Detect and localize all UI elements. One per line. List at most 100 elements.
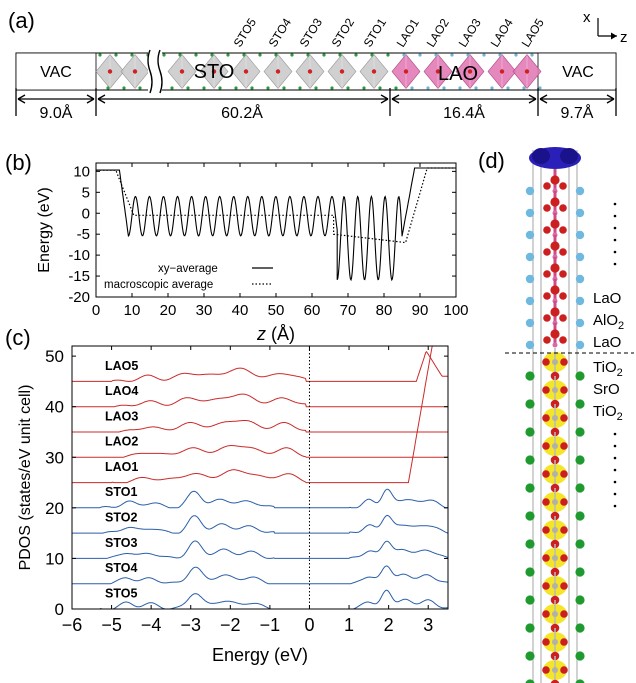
series-sto5 <box>72 589 448 609</box>
a-site-atom <box>458 86 462 90</box>
a-site-atom <box>282 86 286 90</box>
la-atom <box>525 296 535 306</box>
la-atom <box>575 186 585 196</box>
layer-labels: STO5 STO4 STO3 STO2 STO1 LAO1 LAO2 LAO3 … <box>231 15 547 49</box>
a-site-atom <box>418 53 422 57</box>
a-site-atom <box>314 86 318 90</box>
o-atom <box>559 336 567 344</box>
a-site-atom <box>130 53 134 57</box>
a-site-atom <box>122 86 126 90</box>
o-atom <box>559 182 567 190</box>
ti-atom <box>552 471 558 477</box>
b-xtick-label: 100 <box>443 302 468 319</box>
a-site-atom <box>426 86 430 90</box>
thickness-vac-left: 9.0Å <box>40 103 73 122</box>
plot-b: 0 10 20 30 40 50 60 70 80 90 100 -20 -15 -10 -5 0 5 10 Ene… <box>36 162 469 344</box>
ti-atom <box>552 359 558 365</box>
ti-atom <box>552 387 558 393</box>
a-site-atom <box>530 53 534 57</box>
sr-atom <box>575 679 585 683</box>
series-sto2 <box>72 514 448 534</box>
layer-label-d-1: AlO2 <box>593 312 624 332</box>
b-ytick-label: -15 <box>68 268 90 285</box>
a-site-atom <box>362 86 366 90</box>
series-lao2 <box>72 445 448 458</box>
o-atom <box>542 554 550 562</box>
a-site-atom <box>202 86 206 90</box>
o-atom <box>542 358 550 366</box>
layer-label-sto5: STO5 <box>231 15 260 49</box>
a-site-atom <box>442 86 446 90</box>
layer-label-lao4: LAO4 <box>488 16 516 50</box>
b-site-atom <box>435 69 441 74</box>
series-label-sto3: STO3 <box>105 536 137 550</box>
a-site-atom <box>394 86 398 90</box>
axis-x-label: x <box>583 9 591 26</box>
b-ylabel: Energy (eV) <box>36 187 53 272</box>
c-xtick-label: 3 <box>423 615 433 635</box>
a-site-atom <box>338 53 342 57</box>
ti-atom <box>552 583 558 589</box>
o-atom <box>550 219 560 229</box>
ellipsis-dots <box>613 202 617 508</box>
o-atom <box>542 610 550 618</box>
panel-c: (c) STO5 STO4 STO3 STO2 STO1 LAO1 LAO2 LAO3 LAO4… <box>5 325 449 665</box>
ti-atom <box>552 639 558 645</box>
c-xtick-label: −3 <box>180 615 201 635</box>
o-atom <box>559 226 567 234</box>
a-site-atom <box>466 53 470 57</box>
b-ytick-label: -20 <box>68 289 90 306</box>
o-atom <box>550 175 560 185</box>
a-site-atom <box>386 53 390 57</box>
series-lao4 <box>72 393 448 408</box>
o-atom <box>560 526 568 534</box>
series-lao1 <box>72 346 448 484</box>
layer-label-d-5: TiO2 <box>593 403 623 423</box>
o-atom <box>550 263 560 273</box>
sr-atom <box>575 371 585 381</box>
b-ytick-label: -10 <box>68 247 90 264</box>
c-xtick-label: 0 <box>304 615 314 635</box>
series-label-lao5: LAO5 <box>105 359 138 373</box>
b-xtick-label: 80 <box>376 302 393 319</box>
a-site-atom <box>434 53 438 57</box>
series-xy-average <box>96 167 456 282</box>
o-atom <box>542 470 550 478</box>
panel-a-label: (a) <box>8 8 35 33</box>
o-atom <box>543 270 551 278</box>
b-xtick-label: 20 <box>160 302 177 319</box>
ti-atom <box>552 499 558 505</box>
panel-a: (a) VAC STO LAO VAC STO5 STO4 STO3 STO2 … <box>8 8 628 122</box>
a-site-atom <box>114 53 118 57</box>
a-site-atom <box>330 86 334 90</box>
thickness-lao: 16.4Å <box>443 103 485 122</box>
ti-atom <box>552 443 558 449</box>
c-ytick-label: 10 <box>45 549 64 568</box>
a-site-atom <box>98 53 102 57</box>
a-site-atom <box>322 53 326 57</box>
panel-c-label: (c) <box>5 325 31 350</box>
o-atom <box>542 498 550 506</box>
la-atom <box>575 274 585 284</box>
o-atom <box>560 470 568 478</box>
o-atom <box>550 241 560 251</box>
sr-atom <box>575 651 585 661</box>
sr-atom <box>575 511 585 521</box>
b-site-atom <box>132 69 138 74</box>
a-site-atom <box>538 86 542 90</box>
b-site-atom <box>243 69 249 74</box>
series-label-sto1: STO1 <box>105 485 137 499</box>
c-xtick-label: 1 <box>344 615 354 635</box>
o-atom <box>542 442 550 450</box>
a-site-atom <box>186 86 190 90</box>
series-label-lao2: LAO2 <box>105 435 138 449</box>
a-site-atom <box>138 86 142 90</box>
ti-atom <box>552 611 558 617</box>
a-site-atom <box>498 53 502 57</box>
la-atom <box>575 318 585 328</box>
b-site-atom <box>499 69 505 74</box>
sr-atom <box>525 623 535 633</box>
axis-break-marker <box>147 49 163 94</box>
o-atom <box>559 270 567 278</box>
b-site-atom <box>107 69 113 74</box>
